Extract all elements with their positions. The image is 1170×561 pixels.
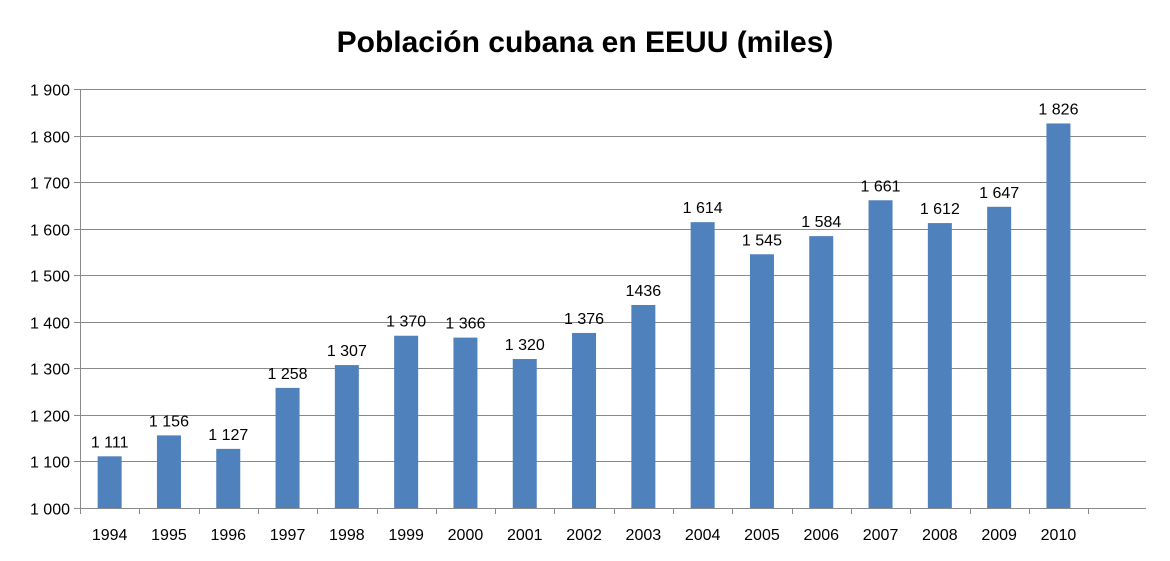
x-tick-label-2009: 2009 — [981, 527, 1017, 544]
x-tick-label-2001: 2001 — [507, 527, 543, 544]
y-tick-label: 1 900 — [30, 83, 70, 100]
x-tick-label-1997: 1997 — [270, 527, 306, 544]
data-label-1999: 1 370 — [386, 314, 426, 331]
bar-1999 — [394, 335, 419, 508]
bar-2008 — [927, 223, 952, 508]
bar-2002 — [572, 332, 597, 508]
x-tick-label-1998: 1998 — [329, 527, 365, 544]
y-tick-label: 1 000 — [30, 502, 70, 519]
data-label-2010: 1 826 — [1038, 101, 1078, 118]
x-tick-label-1999: 1999 — [388, 527, 424, 544]
data-label-2004: 1 614 — [683, 200, 723, 217]
x-tick-label-2002: 2002 — [566, 527, 602, 544]
data-label-1997: 1 258 — [268, 366, 308, 383]
data-labels: 1 111 1 156 1 127 1 258 1 307 1 370 1 366 1 320… — [91, 101, 1079, 451]
x-tick-label-2000: 2000 — [448, 527, 484, 544]
bar-2005 — [749, 254, 774, 508]
bar-2004 — [690, 222, 715, 508]
data-label-2006: 1 584 — [801, 214, 841, 231]
bar-1998 — [334, 365, 359, 508]
y-tick-label: 1 600 — [30, 223, 70, 240]
y-tick-label: 1 300 — [30, 362, 70, 379]
y-tick-label: 1 400 — [30, 316, 70, 333]
bar-1996 — [216, 448, 241, 508]
data-label-2008: 1 612 — [920, 201, 960, 218]
gridlines — [80, 89, 1146, 462]
x-tick-label-1996: 1996 — [210, 527, 246, 544]
data-label-2007: 1 661 — [861, 178, 901, 195]
bar-2003 — [631, 305, 656, 508]
bar-2006 — [809, 236, 834, 509]
x-axis-ticks: 1994 1995 1996 1997 1998 1999 2000 2001 2002 2003… — [80, 508, 1089, 544]
x-tick-label-2003: 2003 — [626, 527, 662, 544]
data-label-2000: 1 366 — [445, 316, 485, 333]
axes — [80, 89, 1146, 509]
bar-1997 — [275, 387, 300, 508]
data-label-2009: 1 647 — [979, 185, 1019, 202]
y-tick-label: 1 100 — [30, 455, 70, 472]
x-tick-label-1995: 1995 — [151, 527, 187, 544]
data-label-2005: 1 545 — [742, 232, 782, 249]
data-label-1994: 1 111 — [91, 434, 129, 451]
y-tick-label: 1 200 — [30, 409, 70, 426]
x-tick-label-2008: 2008 — [922, 527, 958, 544]
bar-1995 — [156, 435, 181, 508]
data-label-2001: 1 320 — [505, 337, 545, 354]
y-tick-label: 1 700 — [30, 176, 70, 193]
bar-2009 — [987, 206, 1012, 508]
bar-2007 — [868, 200, 893, 509]
y-axis-ticks: 1 000 1 100 1 200 1 300 1 400 1 500 1 600 1 700… — [30, 83, 80, 519]
y-tick-label: 1 800 — [30, 130, 70, 147]
data-label-1996: 1 127 — [208, 427, 248, 444]
bars — [97, 123, 1071, 509]
x-tick-label-1994: 1994 — [92, 527, 128, 544]
x-tick-label-2010: 2010 — [1041, 527, 1077, 544]
x-tick-label-2005: 2005 — [744, 527, 780, 544]
bar-2010 — [1046, 123, 1071, 508]
bar-2001 — [512, 359, 537, 508]
data-label-1998: 1 307 — [327, 343, 367, 360]
bar-2000 — [453, 337, 478, 508]
data-label-1995: 1 156 — [149, 413, 189, 430]
data-label-2003: 1436 — [626, 283, 662, 300]
y-tick-label: 1 500 — [30, 269, 70, 286]
chart-title: Población cubana en EEUU (miles) — [337, 26, 834, 59]
bar-1994 — [97, 456, 122, 508]
data-label-2002: 1 376 — [564, 311, 604, 328]
x-tick-label-2007: 2007 — [863, 527, 899, 544]
x-tick-label-2006: 2006 — [803, 527, 839, 544]
x-tick-label-2004: 2004 — [685, 527, 721, 544]
